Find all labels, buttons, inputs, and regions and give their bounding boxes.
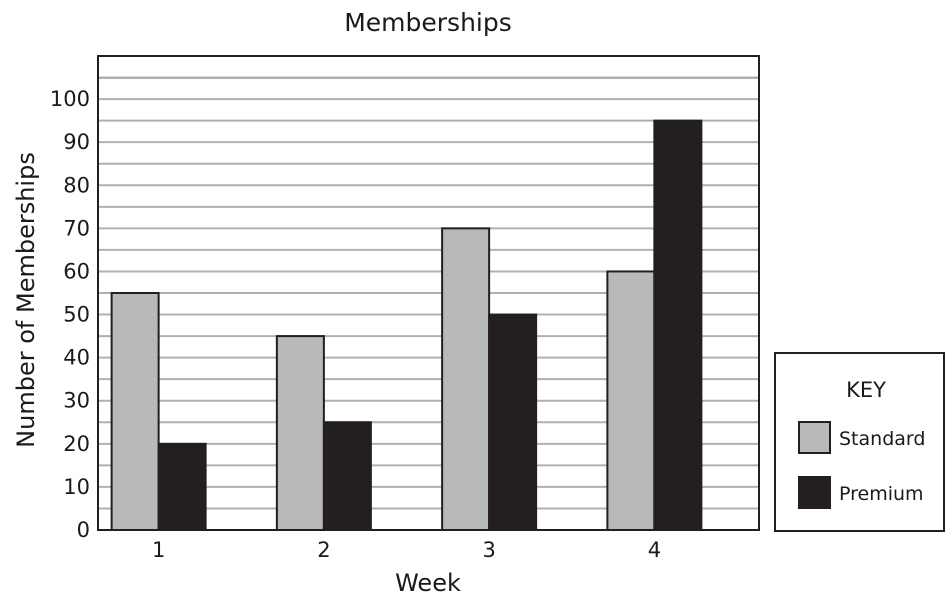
legend-label-standard: Standard (839, 428, 925, 450)
bar-premium-week-1 (157, 442, 207, 531)
y-axis-label: Number of Memberships (12, 152, 40, 448)
bar-standard-week-1 (110, 292, 160, 531)
x-tick-labels: 1 2 3 4 (152, 538, 661, 562)
x-tick-label: 1 (152, 538, 165, 562)
y-tick-label: 90 (63, 130, 90, 154)
grid-lines (98, 76, 759, 510)
y-tick-label: 20 (63, 432, 90, 456)
bars-group (110, 119, 703, 532)
bar-standard-week-2 (275, 335, 325, 531)
y-tick-label: 40 (63, 346, 90, 370)
legend-title: KEY (846, 378, 886, 402)
bar-standard-week-3 (441, 227, 491, 531)
x-tick-label: 3 (482, 538, 495, 562)
y-tick-label: 50 (63, 303, 90, 327)
legend-swatch-standard (798, 421, 831, 454)
y-tick-label: 10 (63, 475, 90, 499)
bar-premium-week-2 (322, 421, 372, 532)
y-tick-label: 0 (77, 518, 90, 542)
plot-frame (97, 55, 760, 531)
y-tick-label: 70 (63, 216, 90, 240)
x-tick-label: 4 (648, 538, 661, 562)
x-axis-label: Week (395, 569, 461, 597)
legend-label-premium: Premium (839, 483, 924, 505)
y-tick-label: 80 (63, 173, 90, 197)
y-tick-labels: 0 10 20 30 40 50 60 70 80 90 100 (50, 87, 90, 542)
y-tick-label: 60 (63, 259, 90, 283)
bar-premium-week-4 (653, 119, 703, 532)
chart-title: Memberships (344, 8, 512, 37)
bar-standard-week-4 (606, 270, 656, 531)
x-tick-label: 2 (317, 538, 330, 562)
bar-premium-week-3 (488, 313, 538, 531)
y-tick-label: 30 (63, 389, 90, 413)
y-tick-label: 100 (50, 87, 90, 111)
legend-swatch-premium (798, 476, 831, 509)
legend: KEY Standard Premium (774, 352, 945, 532)
